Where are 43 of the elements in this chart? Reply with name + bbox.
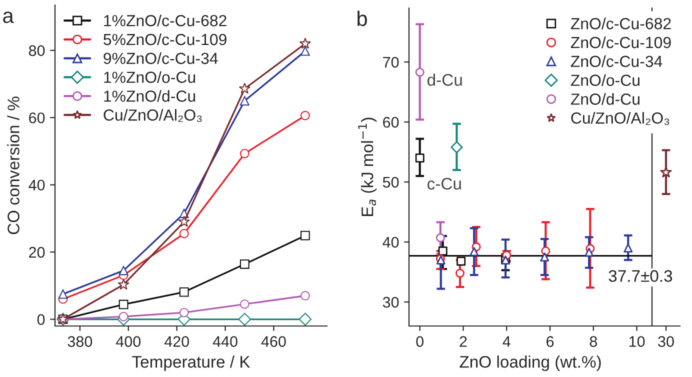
x-tick-label: 8 bbox=[590, 336, 598, 347]
legend-label: ZnO/c-Cu-682 bbox=[570, 18, 671, 30]
y-tick-label: 0 bbox=[37, 314, 45, 325]
y-tick-label: 60 bbox=[29, 112, 45, 124]
x-tick-label: 2 bbox=[460, 336, 467, 347]
x-tick-label: 4 bbox=[502, 336, 510, 347]
legend-label: ZnO/d-Cu bbox=[570, 93, 640, 105]
x-tick-label: 380 bbox=[68, 336, 92, 347]
y-tick-label: 30 bbox=[382, 296, 399, 308]
x-tick-label: 6 bbox=[546, 336, 554, 347]
legend-label: Cu/ZnO/Al₂O₃ bbox=[571, 112, 670, 126]
x-tick-label: 460 bbox=[261, 336, 286, 347]
y-tick-label: 50 bbox=[382, 176, 399, 188]
legend-label: ZnO/c-Cu-109 bbox=[570, 36, 671, 48]
legend-label: Cu/ZnO/Al₂O₃ bbox=[104, 108, 202, 122]
annotation: c-Cu bbox=[428, 178, 461, 190]
legend-label: ZnO/c-Cu-34 bbox=[570, 55, 662, 68]
legend-label: 1%ZnO/d-Cu bbox=[104, 90, 196, 102]
text: b bbox=[358, 10, 367, 26]
legend-label: 1%ZnO/o-Cu bbox=[104, 71, 196, 83]
x-tick-label: 30 bbox=[658, 336, 674, 347]
y-tick-label: 80 bbox=[28, 45, 45, 56]
x-axis-title: ZnO loading (wt.%) bbox=[460, 356, 601, 372]
y-tick-label: 70 bbox=[383, 56, 399, 68]
ref-line-label: 37.7±0.3 bbox=[608, 270, 672, 282]
legend-label: 1%ZnO/c-Cu-682 bbox=[104, 14, 226, 26]
y-axis-title: CO conversion / % bbox=[7, 96, 20, 234]
x-tick-label: 0 bbox=[416, 336, 424, 347]
y-tick-label: 20 bbox=[29, 246, 45, 258]
legend-label: 9%ZnO/c-Cu-34 bbox=[104, 52, 218, 64]
text: a bbox=[3, 12, 14, 24]
x-tick-label: 420 bbox=[164, 336, 189, 347]
legend-label: ZnO/o-Cu bbox=[570, 74, 640, 86]
x-tick-label: 440 bbox=[212, 336, 238, 347]
annotation: d-Cu bbox=[427, 74, 462, 86]
y-tick-label: 40 bbox=[28, 180, 45, 191]
x-tick-label: 10 bbox=[629, 336, 645, 347]
y-axis-title: E$_{a}$ (kJ mol$^{−1}$) bbox=[358, 118, 377, 216]
legend-label: 5%ZnO/c-Cu-109 bbox=[104, 33, 226, 46]
y-tick-label: 40 bbox=[382, 236, 399, 248]
y-tick-label: 60 bbox=[383, 116, 399, 128]
x-tick-label: 400 bbox=[116, 336, 141, 347]
x-axis-title: Temperature / K bbox=[132, 356, 250, 372]
